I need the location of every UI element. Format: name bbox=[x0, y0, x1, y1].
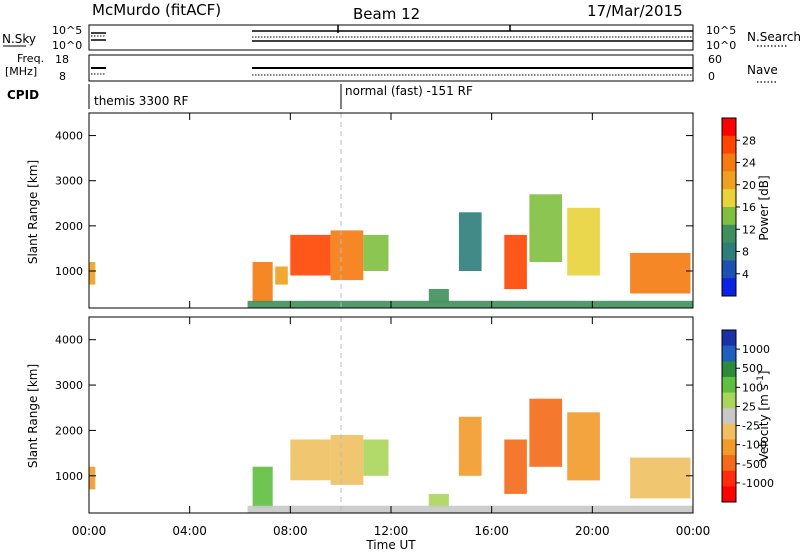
velocity-x-ticks: 00:00 04:00 08:00 12:00 16:00 20:00 00:00 bbox=[72, 317, 711, 538]
colorbar-tick-4: 12 bbox=[742, 223, 756, 236]
data-patch-1 bbox=[290, 439, 331, 481]
velocity-y-ticks: 1000 2000 3000 4000 bbox=[55, 334, 693, 483]
date-title: 17/Mar/2015 bbox=[587, 2, 683, 20]
data-patch-10 bbox=[247, 505, 693, 513]
y-tick-label-3: 4000 bbox=[55, 130, 83, 143]
data-patch-3 bbox=[363, 439, 389, 476]
station-title: McMurdo (fitACF) bbox=[92, 1, 221, 19]
velocity-data bbox=[89, 398, 693, 513]
colorbar-tick-6: 4 bbox=[742, 268, 749, 281]
y-tick-label-0: 1000 bbox=[55, 470, 83, 483]
y-tick-label-0: 1000 bbox=[55, 265, 83, 278]
power-y-label: Slant Range [km] bbox=[26, 160, 40, 264]
data-patch-0 bbox=[252, 262, 273, 303]
freq-tick-top: 18 bbox=[55, 53, 69, 66]
y-tick-label-3: 4000 bbox=[55, 334, 83, 347]
noise-tick-top-right: 10^5 bbox=[706, 24, 736, 37]
power-data bbox=[89, 194, 693, 308]
data-patch-6 bbox=[504, 439, 527, 494]
freq-tick-bottom: 8 bbox=[59, 70, 66, 83]
data-patch-4 bbox=[363, 234, 389, 271]
colorbar-tick-4: -25 bbox=[742, 420, 760, 433]
colorbar-tick-3: 25 bbox=[742, 400, 756, 413]
colorbar-tick-2: 20 bbox=[742, 179, 756, 192]
data-patch-2 bbox=[290, 234, 331, 276]
freq-label-line1: Freq. bbox=[17, 52, 44, 65]
nsky-label: N.Sky bbox=[2, 32, 36, 46]
colorbar-tick-5: 8 bbox=[742, 246, 749, 259]
cpid-label: CPID bbox=[7, 88, 39, 102]
data-patch-8 bbox=[529, 194, 563, 262]
nave-tick-bottom: 0 bbox=[708, 70, 715, 83]
data-patch-12 bbox=[89, 262, 96, 285]
y-tick-label-1: 2000 bbox=[55, 424, 83, 437]
data-patch-2 bbox=[330, 435, 364, 485]
colorbar-tick-6: -500 bbox=[742, 458, 767, 471]
velocity-colorbar-label: Velocity [m s-1] bbox=[756, 371, 771, 462]
x-tick-label-1: 04:00 bbox=[172, 524, 207, 538]
nave-tick-top: 60 bbox=[708, 53, 722, 66]
colorbar-tick-3: 16 bbox=[742, 201, 756, 214]
data-patch-4 bbox=[428, 493, 449, 508]
frequency-panel: Freq. [MHz] 18 8 60 0 Nave bbox=[5, 52, 778, 83]
noise-panel: N.Sky 10^5 10^0 10^5 10^0 N.Search bbox=[2, 24, 800, 52]
power-y-ticks: 1000 2000 3000 4000 bbox=[55, 130, 693, 278]
power-colorbar-blocks bbox=[722, 118, 736, 297]
x-tick-label-4: 16:00 bbox=[474, 524, 509, 538]
noise-tick-bottom-left: 10^0 bbox=[52, 39, 82, 52]
x-tick-label-2: 08:00 bbox=[273, 524, 308, 538]
data-patch-11 bbox=[247, 300, 693, 308]
colorbar-tick-0: 1000 bbox=[742, 343, 770, 356]
data-patch-1 bbox=[275, 266, 288, 285]
power-colorbar-ticks: 28 24 20 16 12 8 4 bbox=[736, 134, 756, 281]
velocity-colorbar-blocks bbox=[722, 330, 736, 503]
beam-title: Beam 12 bbox=[353, 5, 420, 23]
velocity-y-label: Slant Range [km] bbox=[26, 364, 40, 468]
y-tick-label-1: 2000 bbox=[55, 220, 83, 233]
velocity-colorbar: 1000 500 100 25 -25 -100 -500 -1000 Velocity [m… bbox=[721, 329, 774, 503]
data-patch-5 bbox=[428, 289, 449, 303]
freq-label-line2: [MHz] bbox=[5, 65, 37, 78]
x-tick-label-3: 12:00 bbox=[374, 524, 409, 538]
data-patch-5 bbox=[458, 416, 482, 476]
data-patch-10 bbox=[630, 252, 691, 294]
y-tick-label-2: 3000 bbox=[55, 175, 83, 188]
x-tick-label-0: 00:00 bbox=[72, 524, 107, 538]
x-tick-label-5: 20:00 bbox=[575, 524, 610, 538]
data-patch-9 bbox=[567, 207, 600, 276]
colorbar-tick-5: -100 bbox=[742, 439, 767, 452]
nave-label: Nave bbox=[747, 63, 778, 77]
noise-tick-bottom-right: 10^0 bbox=[706, 39, 736, 52]
data-patch-3 bbox=[330, 230, 364, 281]
colorbar-tick-7: -1000 bbox=[742, 477, 774, 490]
velocity-panel: 1000 2000 3000 4000 00:00 04:00 08:00 12:00 16:… bbox=[26, 316, 711, 552]
cpid-strip: CPID themis 3300 RF normal (fast) -151 R… bbox=[7, 84, 473, 109]
power-panel: 1000 2000 3000 4000 Slant Range [km] bbox=[26, 112, 694, 309]
data-patch-8 bbox=[567, 412, 600, 481]
data-patch-11 bbox=[89, 466, 96, 490]
velocity-colorbar-ticks: 1000 500 100 25 -25 -100 -500 -1000 bbox=[736, 343, 774, 490]
power-frame bbox=[88, 112, 694, 309]
colorbar-tick-0: 28 bbox=[742, 134, 756, 147]
data-patch-6 bbox=[458, 212, 482, 271]
colorbar-tick-1: 24 bbox=[742, 157, 756, 170]
noise-tick-top-left: 10^5 bbox=[52, 24, 82, 37]
power-colorbar: 28 24 20 16 12 8 4 Power [dB] bbox=[721, 117, 771, 297]
data-patch-7 bbox=[529, 398, 563, 467]
x-axis-label: Time UT bbox=[365, 538, 416, 552]
data-patch-9 bbox=[630, 457, 691, 499]
y-tick-label-2: 3000 bbox=[55, 379, 83, 392]
velocity-frame bbox=[88, 316, 694, 514]
data-patch-7 bbox=[504, 234, 527, 290]
cpid-segment-1: themis 3300 RF bbox=[94, 94, 188, 108]
nsearch-label: N.Search bbox=[747, 30, 800, 44]
colorbar-tick-1: 500 bbox=[742, 362, 763, 375]
power-colorbar-label: Power [dB] bbox=[757, 175, 771, 240]
colorbar-tick-2: 100 bbox=[742, 381, 763, 394]
data-patch-0 bbox=[252, 466, 273, 508]
x-tick-label-6: 00:00 bbox=[676, 524, 711, 538]
cpid-segment-2: normal (fast) -151 RF bbox=[345, 84, 473, 98]
power-x-tick-marks bbox=[88, 113, 694, 308]
